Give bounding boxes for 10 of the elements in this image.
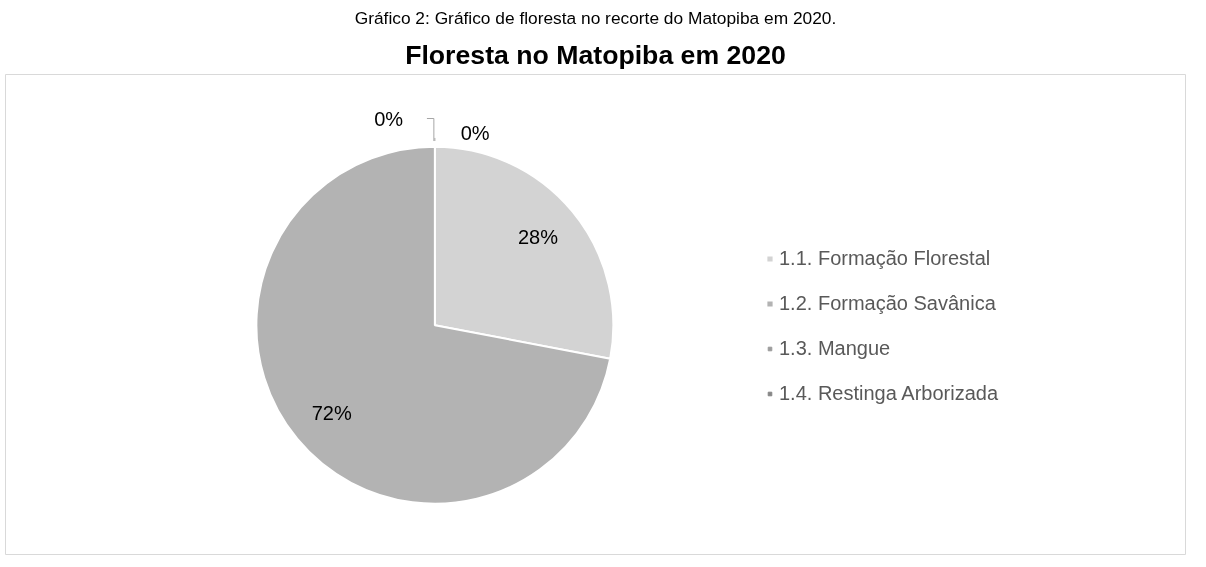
legend-label: 1.1. Formação Florestal bbox=[779, 247, 991, 270]
text: 0% bbox=[374, 107, 404, 130]
text: Gráfico 2: Gráfico de floresta no recorte do Matopiba em 2020. bbox=[354, 7, 837, 28]
data-label: 28% bbox=[517, 226, 559, 249]
chart-title: Floresta no Matopiba em 2020 bbox=[405, 39, 786, 70]
legend-label: 1.4. Restinga Arborizada bbox=[779, 382, 999, 405]
legend-label: 1.3. Mangue bbox=[779, 337, 891, 360]
legend-label: 1.2. Formação Savânica bbox=[779, 292, 996, 315]
text: 0% bbox=[460, 121, 490, 144]
data-label: 72% bbox=[311, 402, 352, 425]
